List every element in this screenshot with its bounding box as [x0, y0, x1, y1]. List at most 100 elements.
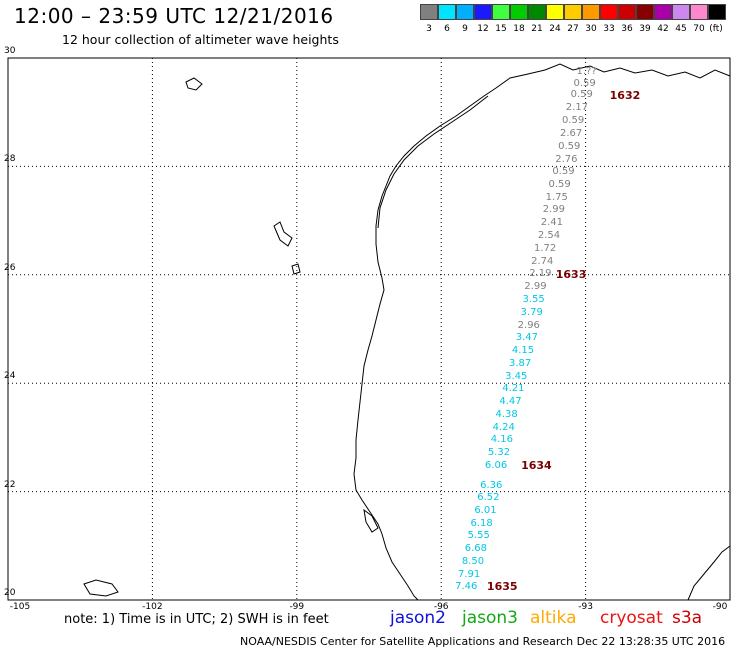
- scale-label: 6: [444, 24, 450, 34]
- swh-value: 7.46: [455, 580, 478, 592]
- footer-credit: NOAA/NESDIS Center for Satellite Applica…: [240, 635, 726, 648]
- scale-swatch: [690, 4, 708, 20]
- swh-value: 0.59: [573, 78, 596, 90]
- map-subtitle: 12 hour collection of altimeter wave hei…: [62, 32, 339, 47]
- swh-value: 6.06: [484, 460, 508, 472]
- scale-label: 42: [657, 24, 669, 34]
- swh-value: 2.96: [517, 319, 540, 331]
- scale-swatch: [492, 4, 510, 20]
- scale-label: 30: [585, 24, 597, 34]
- swh-value: 4.21: [502, 383, 525, 395]
- pass-number: 1633: [555, 267, 587, 281]
- swh-value: 6.36: [480, 479, 503, 491]
- scale-unit: (ft): [709, 24, 723, 34]
- scale-label: 9: [462, 24, 468, 34]
- scale-swatch: [546, 4, 564, 20]
- gulf-coastline: [353, 63, 731, 601]
- swh-value: 1.72: [534, 242, 557, 254]
- satellite-name: jason3: [462, 608, 518, 628]
- yucatan-coast: [687, 545, 731, 601]
- scale-label: 18: [513, 24, 525, 34]
- lon-label: -105: [9, 602, 31, 612]
- scale-label: 3: [426, 24, 432, 34]
- swh-value: 0.59: [558, 140, 581, 152]
- scale-swatch: [708, 4, 726, 20]
- scale-label: 27: [567, 24, 579, 34]
- scale-label: 45: [675, 24, 687, 34]
- scale-label: 15: [495, 24, 507, 34]
- coastline: [83, 63, 731, 601]
- swh-value: 8.50: [461, 555, 485, 567]
- inland-lake-1: [185, 77, 203, 91]
- scale-label: 33: [603, 24, 615, 34]
- scale-swatch: [582, 4, 600, 20]
- swh-value: 2.99: [524, 281, 547, 293]
- swh-value: 4.38: [495, 409, 518, 421]
- swh-value: 6.68: [464, 543, 487, 555]
- scale-swatch: [636, 4, 654, 20]
- swh-value: 0.59: [548, 178, 571, 190]
- scale-swatch: [672, 4, 690, 20]
- inland-lake-4: [83, 579, 119, 597]
- inland-lake-2: [273, 221, 293, 247]
- swh-value: 4.15: [511, 344, 535, 356]
- scale-swatch: [564, 4, 582, 20]
- scale-swatch: [654, 4, 672, 20]
- scale-label: 24: [549, 24, 561, 34]
- scale-swatch: [528, 4, 546, 20]
- swh-value: 3.87: [508, 357, 532, 369]
- scale-swatch: [600, 4, 618, 20]
- swh-value: 2.19: [529, 268, 552, 280]
- swh-value: 3.45: [505, 370, 528, 382]
- pass-number: 1634: [521, 459, 552, 473]
- scale-label: 39: [639, 24, 651, 34]
- pass-number: 1635: [486, 579, 518, 593]
- pass-number: 1632: [609, 88, 641, 102]
- swh-value: 2.74: [531, 255, 554, 267]
- bay-outline: [363, 508, 379, 533]
- swh-value: 4.16: [490, 434, 513, 446]
- swh-value: 5.32: [487, 447, 511, 459]
- lat-label: 30: [4, 46, 16, 56]
- scale-label: 36: [621, 24, 633, 34]
- lat-label: 22: [4, 479, 16, 490]
- footer-note: note: 1) Time is in UTC; 2) SWH is in fe…: [64, 612, 329, 627]
- swh-value: 2.67: [560, 127, 583, 139]
- scale-swatch: [456, 4, 474, 20]
- lat-lon-grid: [7, 57, 731, 601]
- swh-value: 2.41: [540, 217, 564, 229]
- scale-label: 12: [477, 24, 489, 34]
- swh-value: 3.55: [522, 294, 545, 306]
- swh-value: 4.24: [492, 421, 515, 433]
- lon-label: -99: [289, 602, 305, 612]
- swh-value: 0.59: [561, 115, 585, 127]
- swh-value: 1.75: [545, 191, 568, 203]
- lat-label: 24: [4, 371, 16, 382]
- lat-label: 26: [4, 262, 16, 273]
- swh-value: 3.79: [520, 306, 543, 318]
- swh-value: 2.99: [542, 204, 565, 216]
- satellite-name: s3a: [672, 608, 703, 628]
- map-frame: [7, 57, 731, 601]
- swh-value: 4.47: [499, 396, 522, 408]
- scale-swatch: [438, 4, 456, 20]
- lon-label: -90: [712, 602, 728, 612]
- swh-value: 5.55: [467, 530, 490, 542]
- swh-value: 6.18: [470, 517, 493, 529]
- scale-swatch: [510, 4, 528, 20]
- satellite-name: altika: [530, 608, 577, 628]
- satellite-name: jason2: [390, 608, 446, 628]
- lat-label: 20: [4, 588, 16, 598]
- swh-value: 2.76: [555, 153, 578, 165]
- scale-label: 70: [693, 24, 705, 34]
- inland-lake-3: [291, 263, 301, 275]
- satellite-name: cryosat: [600, 608, 663, 628]
- scale-swatch: [618, 4, 636, 20]
- swh-value: 1.??: [576, 66, 597, 78]
- swh-value: 6.01: [474, 504, 497, 516]
- lat-label: 28: [4, 154, 16, 165]
- swh-value: 7.91: [457, 568, 481, 580]
- swh-value: 2.17: [565, 102, 589, 114]
